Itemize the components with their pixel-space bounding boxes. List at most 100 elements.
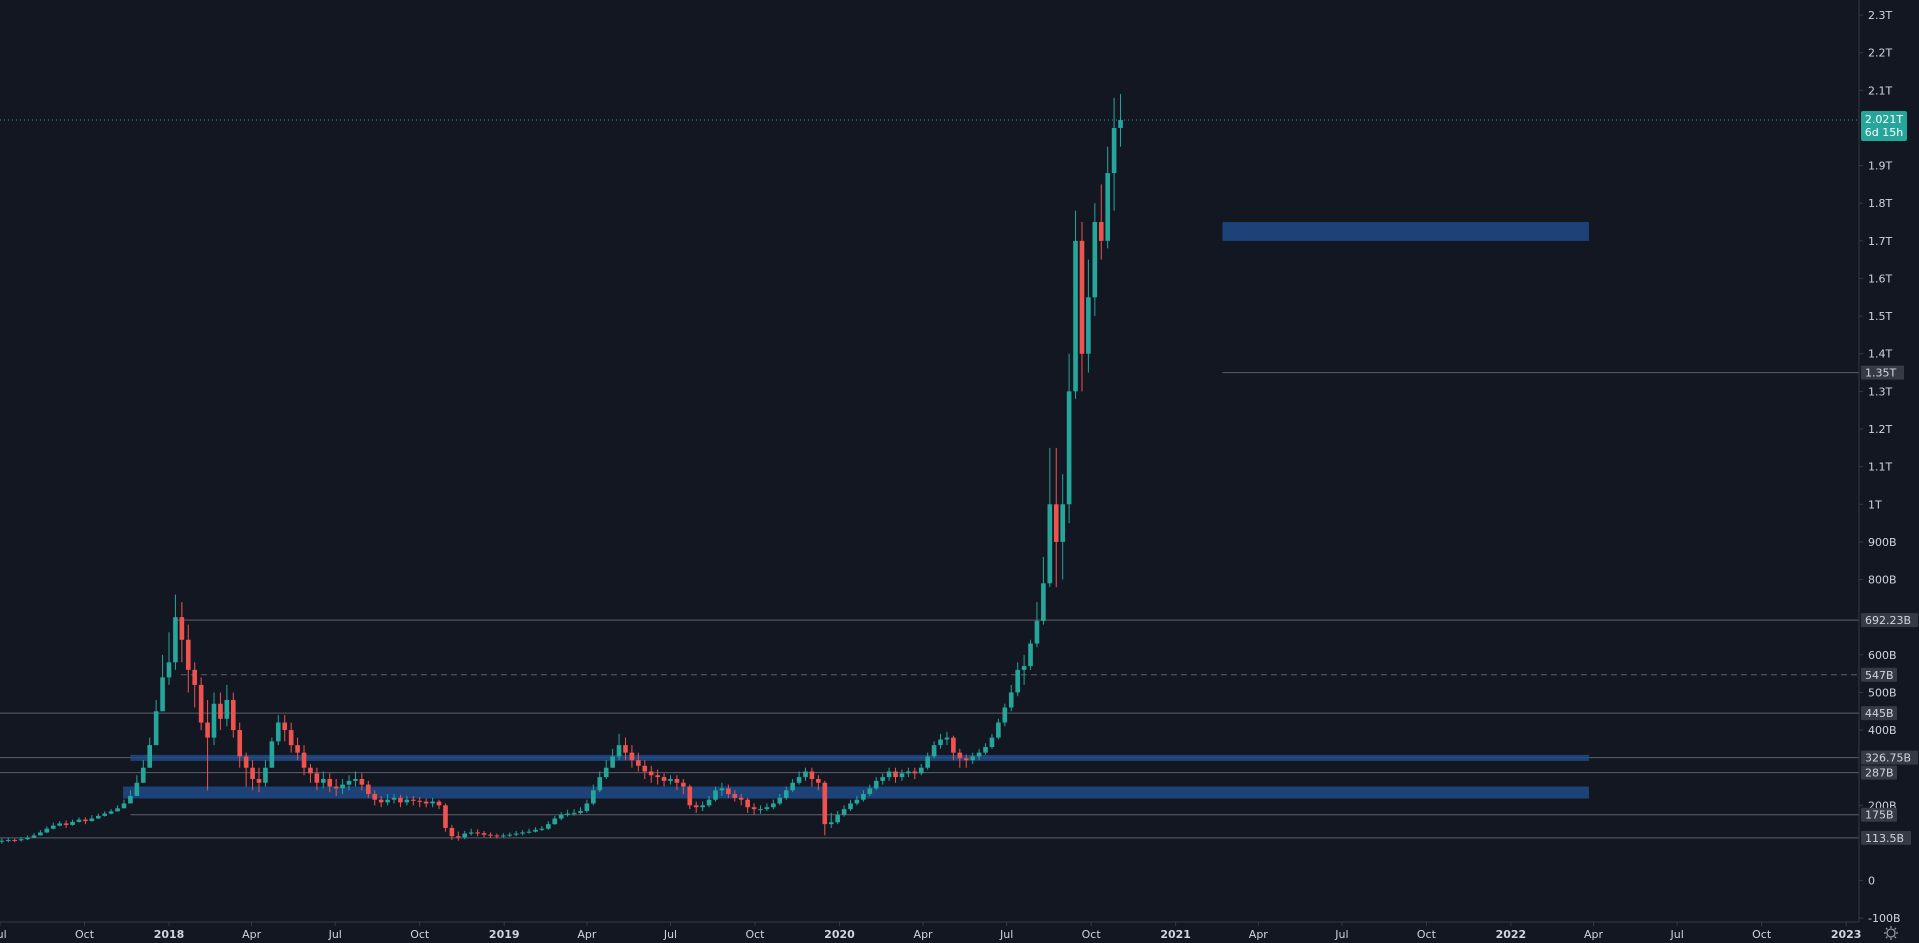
candle[interactable]	[976, 748, 982, 761]
candle[interactable]	[816, 775, 821, 791]
candle[interactable]	[475, 829, 480, 837]
candle[interactable]	[777, 794, 783, 806]
candle[interactable]	[353, 771, 358, 787]
candle[interactable]	[648, 765, 654, 783]
candle[interactable]	[1066, 353, 1072, 524]
candle[interactable]	[1028, 639, 1033, 670]
candle[interactable]	[674, 775, 680, 791]
candle[interactable]	[295, 737, 300, 761]
candle[interactable]	[886, 767, 892, 781]
candle[interactable]	[848, 799, 853, 811]
candle[interactable]	[275, 715, 281, 746]
candle[interactable]	[552, 815, 558, 825]
candle[interactable]	[501, 833, 506, 838]
candle[interactable]	[57, 821, 63, 827]
candle[interactable]	[1086, 259, 1091, 373]
candle[interactable]	[5, 837, 11, 843]
candle[interactable]	[102, 811, 108, 817]
candle[interactable]	[1021, 654, 1027, 685]
candle[interactable]	[835, 810, 840, 825]
candle[interactable]	[468, 828, 474, 836]
candle[interactable]	[1111, 97, 1117, 211]
candle[interactable]	[706, 795, 712, 808]
candle[interactable]	[533, 827, 538, 833]
candle[interactable]	[713, 786, 718, 802]
candle[interactable]	[198, 677, 204, 731]
candle[interactable]	[546, 821, 551, 830]
candle[interactable]	[320, 771, 326, 789]
candle[interactable]	[1098, 184, 1104, 260]
candle[interactable]	[655, 769, 660, 785]
candle[interactable]	[211, 692, 217, 746]
candle[interactable]	[571, 809, 577, 816]
candle[interactable]	[224, 684, 230, 727]
candle[interactable]	[841, 805, 847, 817]
candle[interactable]	[1073, 210, 1078, 399]
candle[interactable]	[95, 813, 101, 819]
candle[interactable]	[192, 662, 198, 708]
candle[interactable]	[1092, 203, 1098, 317]
candle[interactable]	[1053, 447, 1059, 588]
candle[interactable]	[404, 795, 410, 806]
candle[interactable]	[796, 771, 802, 785]
candle[interactable]	[76, 817, 82, 823]
candle[interactable]	[63, 820, 69, 828]
candle[interactable]	[951, 735, 956, 761]
candle[interactable]	[378, 795, 384, 808]
candle[interactable]	[809, 767, 815, 787]
candle[interactable]	[50, 822, 56, 830]
candle[interactable]	[218, 692, 223, 731]
candle[interactable]	[938, 733, 943, 749]
candle[interactable]	[417, 797, 423, 808]
candle[interactable]	[237, 722, 243, 768]
candle[interactable]	[693, 801, 699, 813]
candle[interactable]	[1015, 662, 1020, 697]
candle[interactable]	[931, 741, 937, 759]
candle[interactable]	[12, 838, 18, 843]
candle[interactable]	[963, 754, 969, 768]
candle[interactable]	[70, 819, 75, 826]
candle[interactable]	[803, 767, 808, 781]
candle[interactable]	[205, 699, 210, 791]
candle[interactable]	[616, 733, 622, 761]
candle[interactable]	[642, 760, 648, 779]
candle[interactable]	[1034, 602, 1040, 648]
candle[interactable]	[462, 830, 468, 840]
candle[interactable]	[256, 767, 262, 793]
candle[interactable]	[185, 624, 191, 693]
candle[interactable]	[513, 830, 519, 837]
candle[interactable]	[944, 731, 950, 746]
candle[interactable]	[558, 812, 564, 821]
candle[interactable]	[507, 832, 513, 837]
candle[interactable]	[263, 760, 268, 787]
candle[interactable]	[867, 784, 873, 796]
candle[interactable]	[783, 786, 789, 800]
candle[interactable]	[636, 752, 641, 772]
candle[interactable]	[1105, 146, 1110, 249]
candle[interactable]	[147, 737, 153, 768]
candle[interactable]	[333, 778, 339, 796]
candle[interactable]	[597, 771, 603, 793]
candle[interactable]	[1079, 222, 1085, 392]
candle[interactable]	[83, 817, 88, 825]
candle[interactable]	[880, 773, 885, 785]
candle[interactable]	[912, 767, 918, 779]
candle[interactable]	[115, 805, 120, 812]
candle[interactable]	[121, 799, 127, 809]
candle[interactable]	[790, 778, 795, 793]
candle[interactable]	[365, 780, 371, 798]
candle[interactable]	[411, 795, 416, 806]
candle[interactable]	[918, 763, 924, 776]
candle[interactable]	[822, 780, 828, 836]
candle[interactable]	[681, 778, 686, 795]
candle[interactable]	[481, 830, 487, 838]
candle[interactable]	[1041, 556, 1046, 625]
candle[interactable]	[989, 733, 995, 749]
candle[interactable]	[893, 767, 898, 783]
candle[interactable]	[0, 838, 5, 844]
candle[interactable]	[44, 826, 50, 834]
candle[interactable]	[899, 769, 905, 781]
candle[interactable]	[738, 794, 744, 806]
